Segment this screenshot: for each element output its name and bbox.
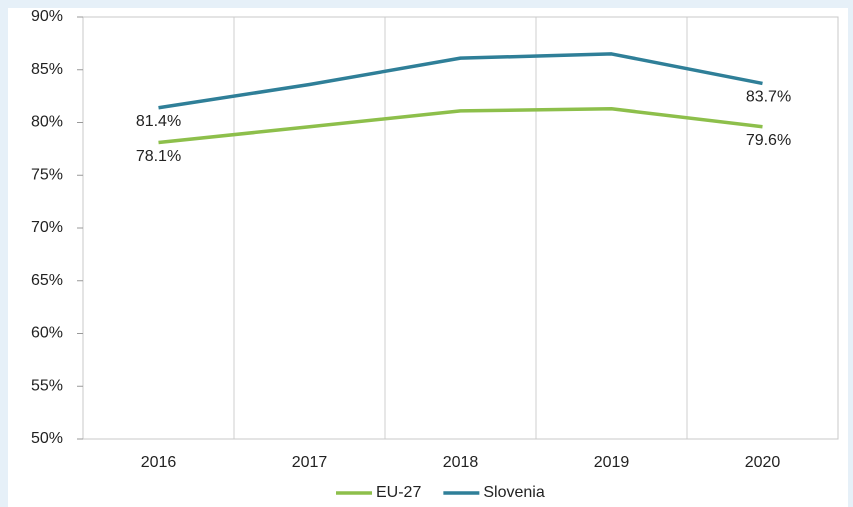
data-label: 78.1% xyxy=(136,148,181,165)
series-line xyxy=(158,52,763,110)
data-label: 81.4% xyxy=(136,113,181,130)
y-tick-label: 80% xyxy=(31,114,63,131)
x-tick-label: 2020 xyxy=(745,454,781,471)
x-tick-label: 2018 xyxy=(443,454,479,471)
legend-label: EU-27 xyxy=(376,484,421,501)
x-tick-label: 2017 xyxy=(292,454,328,471)
data-label: 79.6% xyxy=(746,132,791,149)
legend-label: Slovenia xyxy=(483,484,544,501)
y-tick-label: 75% xyxy=(31,166,63,183)
y-tick-label: 50% xyxy=(31,430,63,447)
data-label: 83.7% xyxy=(746,89,791,106)
chart-background xyxy=(8,8,848,507)
y-tick-label: 55% xyxy=(31,377,63,394)
y-tick-label: 65% xyxy=(31,272,63,289)
y-tick-label: 85% xyxy=(31,61,63,78)
y-tick-label: 90% xyxy=(31,8,63,25)
y-tick-label: 70% xyxy=(31,219,63,236)
y-tick-label: 60% xyxy=(31,325,63,342)
x-tick-label: 2019 xyxy=(594,454,630,471)
series-line xyxy=(158,107,763,145)
x-tick-label: 2016 xyxy=(141,454,177,471)
